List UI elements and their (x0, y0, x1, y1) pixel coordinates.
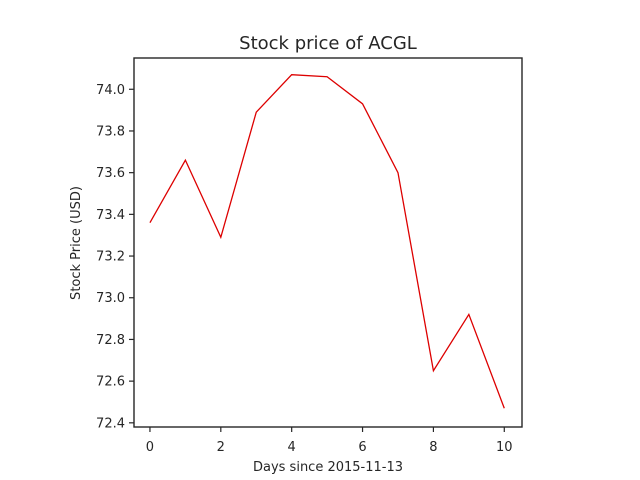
y-tick-label: 73.4 (96, 208, 125, 223)
y-axis-label: Stock Price (USD) (69, 186, 84, 300)
plot-frame (133, 57, 523, 428)
x-tick-label: 4 (288, 440, 296, 455)
x-tick-label: 8 (429, 440, 437, 455)
chart-title: Stock price of ACGL (239, 33, 417, 54)
y-tick-label: 74.0 (96, 83, 125, 98)
y-tick-label: 72.4 (96, 416, 125, 431)
y-tick-label: 73.6 (96, 166, 125, 181)
y-tick-label: 73.2 (96, 250, 125, 265)
x-tick-label: 6 (358, 440, 366, 455)
x-tick-label: 0 (146, 440, 154, 455)
x-tick-label: 2 (217, 440, 225, 455)
x-axis-label: Days since 2015-11-13 (253, 460, 403, 475)
x-tick-label: 10 (496, 440, 513, 455)
y-tick-label: 73.8 (96, 124, 125, 139)
series-line (149, 74, 505, 409)
plot-area: 0 2 4 6 8 10 72.4 72.6 72.8 73.0 73.2 73.4 73.6 73.8 7… (96, 57, 523, 455)
y-tick-label: 73.0 (96, 291, 125, 306)
y-tick-label: 72.8 (96, 333, 125, 348)
y-tick-label: 72.6 (96, 375, 125, 390)
